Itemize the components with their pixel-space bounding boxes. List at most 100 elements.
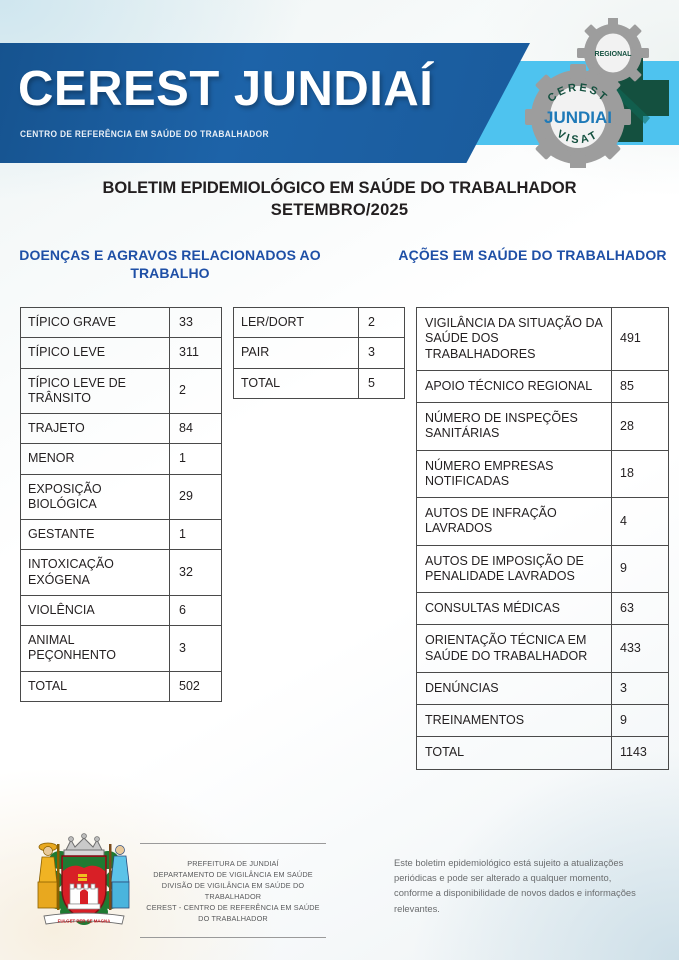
footer-organization: PREFEITURA DE JUNDIAÍ DEPARTAMENTO DE VI… (140, 843, 326, 939)
row-label: VIGILÂNCIA DA SITUAÇÃO DA SAÚDE DOS TRAB… (416, 307, 612, 371)
table-row: VIOLÊNCIA 6 (20, 594, 222, 627)
row-value: 6 (169, 594, 222, 627)
table-row: TÍPICO LEVE DE TRÂNSITO 2 (20, 367, 222, 414)
row-label: DENÚNCIAS (416, 671, 612, 706)
table-ler-dort-body: LER/DORT 2 PAIR 3 TOTAL 5 (233, 306, 405, 399)
row-label: MENOR (20, 443, 170, 475)
row-value: 63 (611, 591, 669, 626)
table-row: GESTANTE 1 (20, 518, 222, 551)
row-label: ANIMAL PEÇONHENTO (20, 625, 170, 672)
row-label: TOTAL (416, 736, 612, 770)
row-label: LER/DORT (233, 306, 359, 339)
row-label: NÚMERO DE INSPEÇÕES SANITÁRIAS (416, 402, 612, 451)
row-label: INTOXICAÇÃO EXÓGENA (20, 549, 170, 596)
table-row: NÚMERO DE INSPEÇÕES SANITÁRIAS 28 (416, 402, 669, 451)
row-label: TREINAMENTOS (416, 703, 612, 738)
table-row: AUTOS DE INFRAÇÃO LAVRADOS 4 (416, 497, 669, 546)
row-value: 1 (169, 443, 222, 475)
supporter-right (109, 844, 130, 910)
row-value: 1 (169, 518, 222, 551)
row-label: TOTAL (20, 670, 170, 702)
footer-disclaimer: Este boletim epidemiológico está sujeito… (394, 857, 636, 914)
crown-icon (63, 833, 105, 857)
table-row: TRAJETO 84 (20, 412, 222, 445)
gear-regional-icon: REGIONAL (577, 17, 649, 89)
row-label: TÍPICO LEVE DE TRÂNSITO (20, 367, 170, 414)
row-label: CONSULTAS MÉDICAS (416, 591, 612, 626)
row-value: 1143 (611, 736, 669, 770)
brand-title: CEREST JUNDIAÍ (18, 62, 434, 116)
row-value: 84 (169, 412, 222, 445)
row-value: 9 (611, 544, 669, 593)
row-label: GESTANTE (20, 518, 170, 551)
table-row: TOTAL 502 (20, 670, 222, 702)
row-value: 491 (611, 307, 669, 371)
table-actions: VIGILÂNCIA DA SITUAÇÃO DA SAÚDE DOS TRAB… (416, 307, 669, 770)
table-row: ANIMAL PEÇONHENTO 3 (20, 625, 222, 672)
page-title-line2: SETEMBRO/2025 (270, 200, 409, 219)
row-label: TRAJETO (20, 412, 170, 445)
row-value: 3 (611, 671, 669, 706)
row-value: 311 (169, 337, 222, 369)
section-heading-diseases: DOENÇAS E AGRAVOS RELACIONADOS AO TRABAL… (19, 247, 321, 282)
table-row: TREINAMENTOS 9 (416, 703, 669, 738)
table-row: MENOR 1 (20, 443, 222, 475)
row-value: 3 (169, 625, 222, 672)
table-row: INTOXICAÇÃO EXÓGENA 32 (20, 549, 222, 596)
row-label: TÍPICO GRAVE (20, 306, 170, 339)
row-value: 29 (169, 473, 222, 520)
cerest-logo: REGIONAL (500, 17, 679, 170)
page-title-line1: BOLETIM EPIDEMIOLÓGICO EM SAÚDE DO TRABA… (102, 179, 577, 197)
table-actions-body: VIGILÂNCIA DA SITUAÇÃO DA SAÚDE DOS TRAB… (416, 307, 669, 770)
row-value: 3 (358, 337, 405, 369)
row-label: APOIO TÉCNICO REGIONAL (416, 369, 612, 404)
row-value: 5 (358, 367, 405, 399)
gear-cerest-icon: CEREST VISAT JUNDIAI (525, 64, 631, 170)
svg-text:FULGET PER SE MAGNA: FULGET PER SE MAGNA (58, 919, 112, 924)
supporter-left (37, 842, 60, 910)
table-row: TOTAL 5 (233, 367, 405, 399)
jundiai-coat-of-arms: FULGET PER SE MAGNA (30, 830, 138, 928)
banner-dark-shape (0, 43, 530, 163)
table-row: CONSULTAS MÉDICAS 63 (416, 591, 669, 626)
row-label: NÚMERO EMPRESAS NOTIFICADAS (416, 449, 612, 498)
row-value: 85 (611, 369, 669, 404)
table-row: TÍPICO LEVE 311 (20, 337, 222, 369)
brand-subtitle: CENTRO DE REFERÊNCIA EM SAÚDE DO TRABALH… (20, 129, 269, 139)
row-label: EXPOSIÇÃO BIOLÓGICA (20, 473, 170, 520)
row-label: AUTOS DE IMPOSIÇÃO DE PENALIDADE LAVRADO… (416, 544, 612, 593)
row-value: 28 (611, 402, 669, 451)
table-row: LER/DORT 2 (233, 306, 405, 339)
table-row: VIGILÂNCIA DA SITUAÇÃO DA SAÚDE DOS TRAB… (416, 307, 669, 371)
row-label: PAIR (233, 337, 359, 369)
row-value: 33 (169, 306, 222, 339)
gear-center-label: JUNDIAI (544, 108, 612, 127)
table-row: AUTOS DE IMPOSIÇÃO DE PENALIDADE LAVRADO… (416, 544, 669, 593)
row-value: 32 (169, 549, 222, 596)
row-value: 4 (611, 497, 669, 546)
row-value: 18 (611, 449, 669, 498)
table-row: PAIR 3 (233, 337, 405, 369)
table-row: ORIENTAÇÃO TÉCNICA EM SAÚDE DO TRABALHAD… (416, 624, 669, 673)
row-value: 433 (611, 624, 669, 673)
gear-bottom-label: VISAT (555, 128, 602, 146)
table-row: NÚMERO EMPRESAS NOTIFICADAS 18 (416, 449, 669, 498)
row-label: AUTOS DE INFRAÇÃO LAVRADOS (416, 497, 612, 546)
row-value: 9 (611, 703, 669, 738)
motto-scroll: FULGET PER SE MAGNA (43, 912, 125, 925)
row-label: VIOLÊNCIA (20, 594, 170, 627)
table-ler-dort: LER/DORT 2 PAIR 3 TOTAL 5 (233, 306, 405, 399)
table-row: EXPOSIÇÃO BIOLÓGICA 29 (20, 473, 222, 520)
table-diseases-body: TÍPICO GRAVE 33 TÍPICO LEVE 311 TÍPICO LEVE … (20, 306, 222, 702)
section-heading-actions: AÇÕES EM SAÚDE DO TRABALHADOR (398, 247, 667, 263)
row-value: 502 (169, 670, 222, 702)
row-value: 2 (169, 367, 222, 414)
table-diseases: TÍPICO GRAVE 33 TÍPICO LEVE 311 TÍPICO LEVE … (20, 306, 222, 702)
page-title: BOLETIM EPIDEMIOLÓGICO EM SAÚDE DO TRABA… (0, 178, 679, 223)
row-value: 2 (358, 306, 405, 339)
row-label: ORIENTAÇÃO TÉCNICA EM SAÚDE DO TRABALHAD… (416, 624, 612, 673)
table-row: DENÚNCIAS 3 (416, 671, 669, 706)
table-row: APOIO TÉCNICO REGIONAL 85 (416, 369, 669, 404)
table-row: TÍPICO GRAVE 33 (20, 306, 222, 339)
